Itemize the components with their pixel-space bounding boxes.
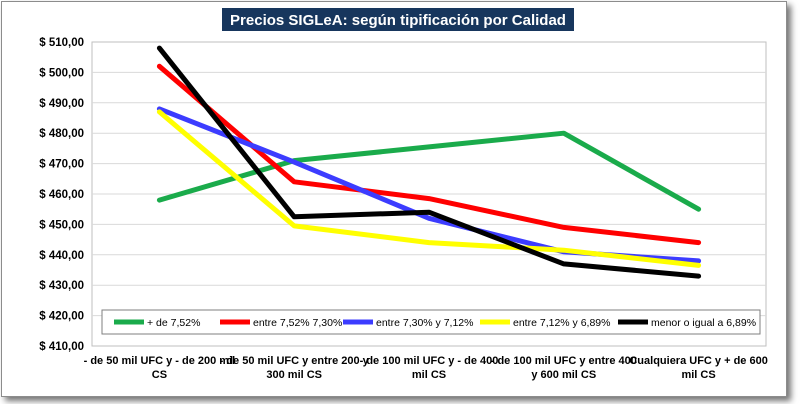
legend bbox=[101, 309, 761, 335]
chart-frame: Precios SIGLeA: según tipificación por C… bbox=[1, 1, 787, 397]
y-tick-label: $ 490,00 bbox=[39, 98, 84, 110]
legend-label: menor o igual a 6,89% bbox=[651, 317, 756, 329]
legend-label: entre 7,30% y 7,12% bbox=[376, 317, 473, 329]
line-chart: Precios SIGLeA: según tipificación por C… bbox=[39, 8, 768, 381]
x-tick-label: Cualquiera UFC y + de 600 mil CS bbox=[629, 355, 767, 381]
y-tick-label: $ 430,00 bbox=[39, 280, 84, 292]
series-line-4 bbox=[156, 109, 702, 268]
legend-label: entre 7,52% 7,30% bbox=[253, 317, 342, 329]
x-tick-label: - de 50 mil UFC y entre 200 y 300 mil CS bbox=[220, 355, 370, 381]
legend-label: + de 7,52% bbox=[147, 317, 200, 329]
x-tick-label: - de 100 mil UFC y - de 400 mil CS bbox=[360, 355, 499, 381]
chart-title: Precios SIGLeA: según tipificación por C… bbox=[230, 12, 566, 29]
series-lines bbox=[156, 45, 702, 279]
legend-label: entre 7,12% y 6,89% bbox=[513, 317, 610, 329]
y-tick-label: $ 460,00 bbox=[39, 189, 84, 201]
y-tick-label: $ 480,00 bbox=[39, 128, 84, 140]
legend-items: + de 7,52% entre 7,52% 7,30% entre 7,30% y… bbox=[114, 317, 756, 329]
y-tick-label: $ 450,00 bbox=[39, 219, 84, 231]
y-tick-label: $ 410,00 bbox=[39, 341, 84, 353]
series-line-5 bbox=[156, 45, 702, 279]
chart-title-box bbox=[222, 8, 574, 31]
x-tick-label: - de 50 mil UFC y - de 200 mil CS bbox=[84, 355, 236, 381]
y-tick-label: $ 440,00 bbox=[39, 250, 84, 262]
y-tick-label: $ 470,00 bbox=[39, 159, 84, 171]
x-axis-ticks: - de 50 mil UFC y - de 200 mil CS- de 50 … bbox=[84, 355, 768, 381]
y-tick-label: $ 420,00 bbox=[39, 311, 84, 323]
y-tick-label: $ 500,00 bbox=[39, 67, 84, 79]
y-tick-label: $ 510,00 bbox=[39, 37, 84, 49]
series-line-1 bbox=[156, 130, 702, 212]
x-tick-label: - de 100 mil UFC y entre 400 y 600 mil CS bbox=[491, 355, 637, 381]
y-axis-ticks: $ 410,00 $ 420,00 $ 430,00 $ 440,00 $ 450,00… bbox=[39, 37, 84, 353]
